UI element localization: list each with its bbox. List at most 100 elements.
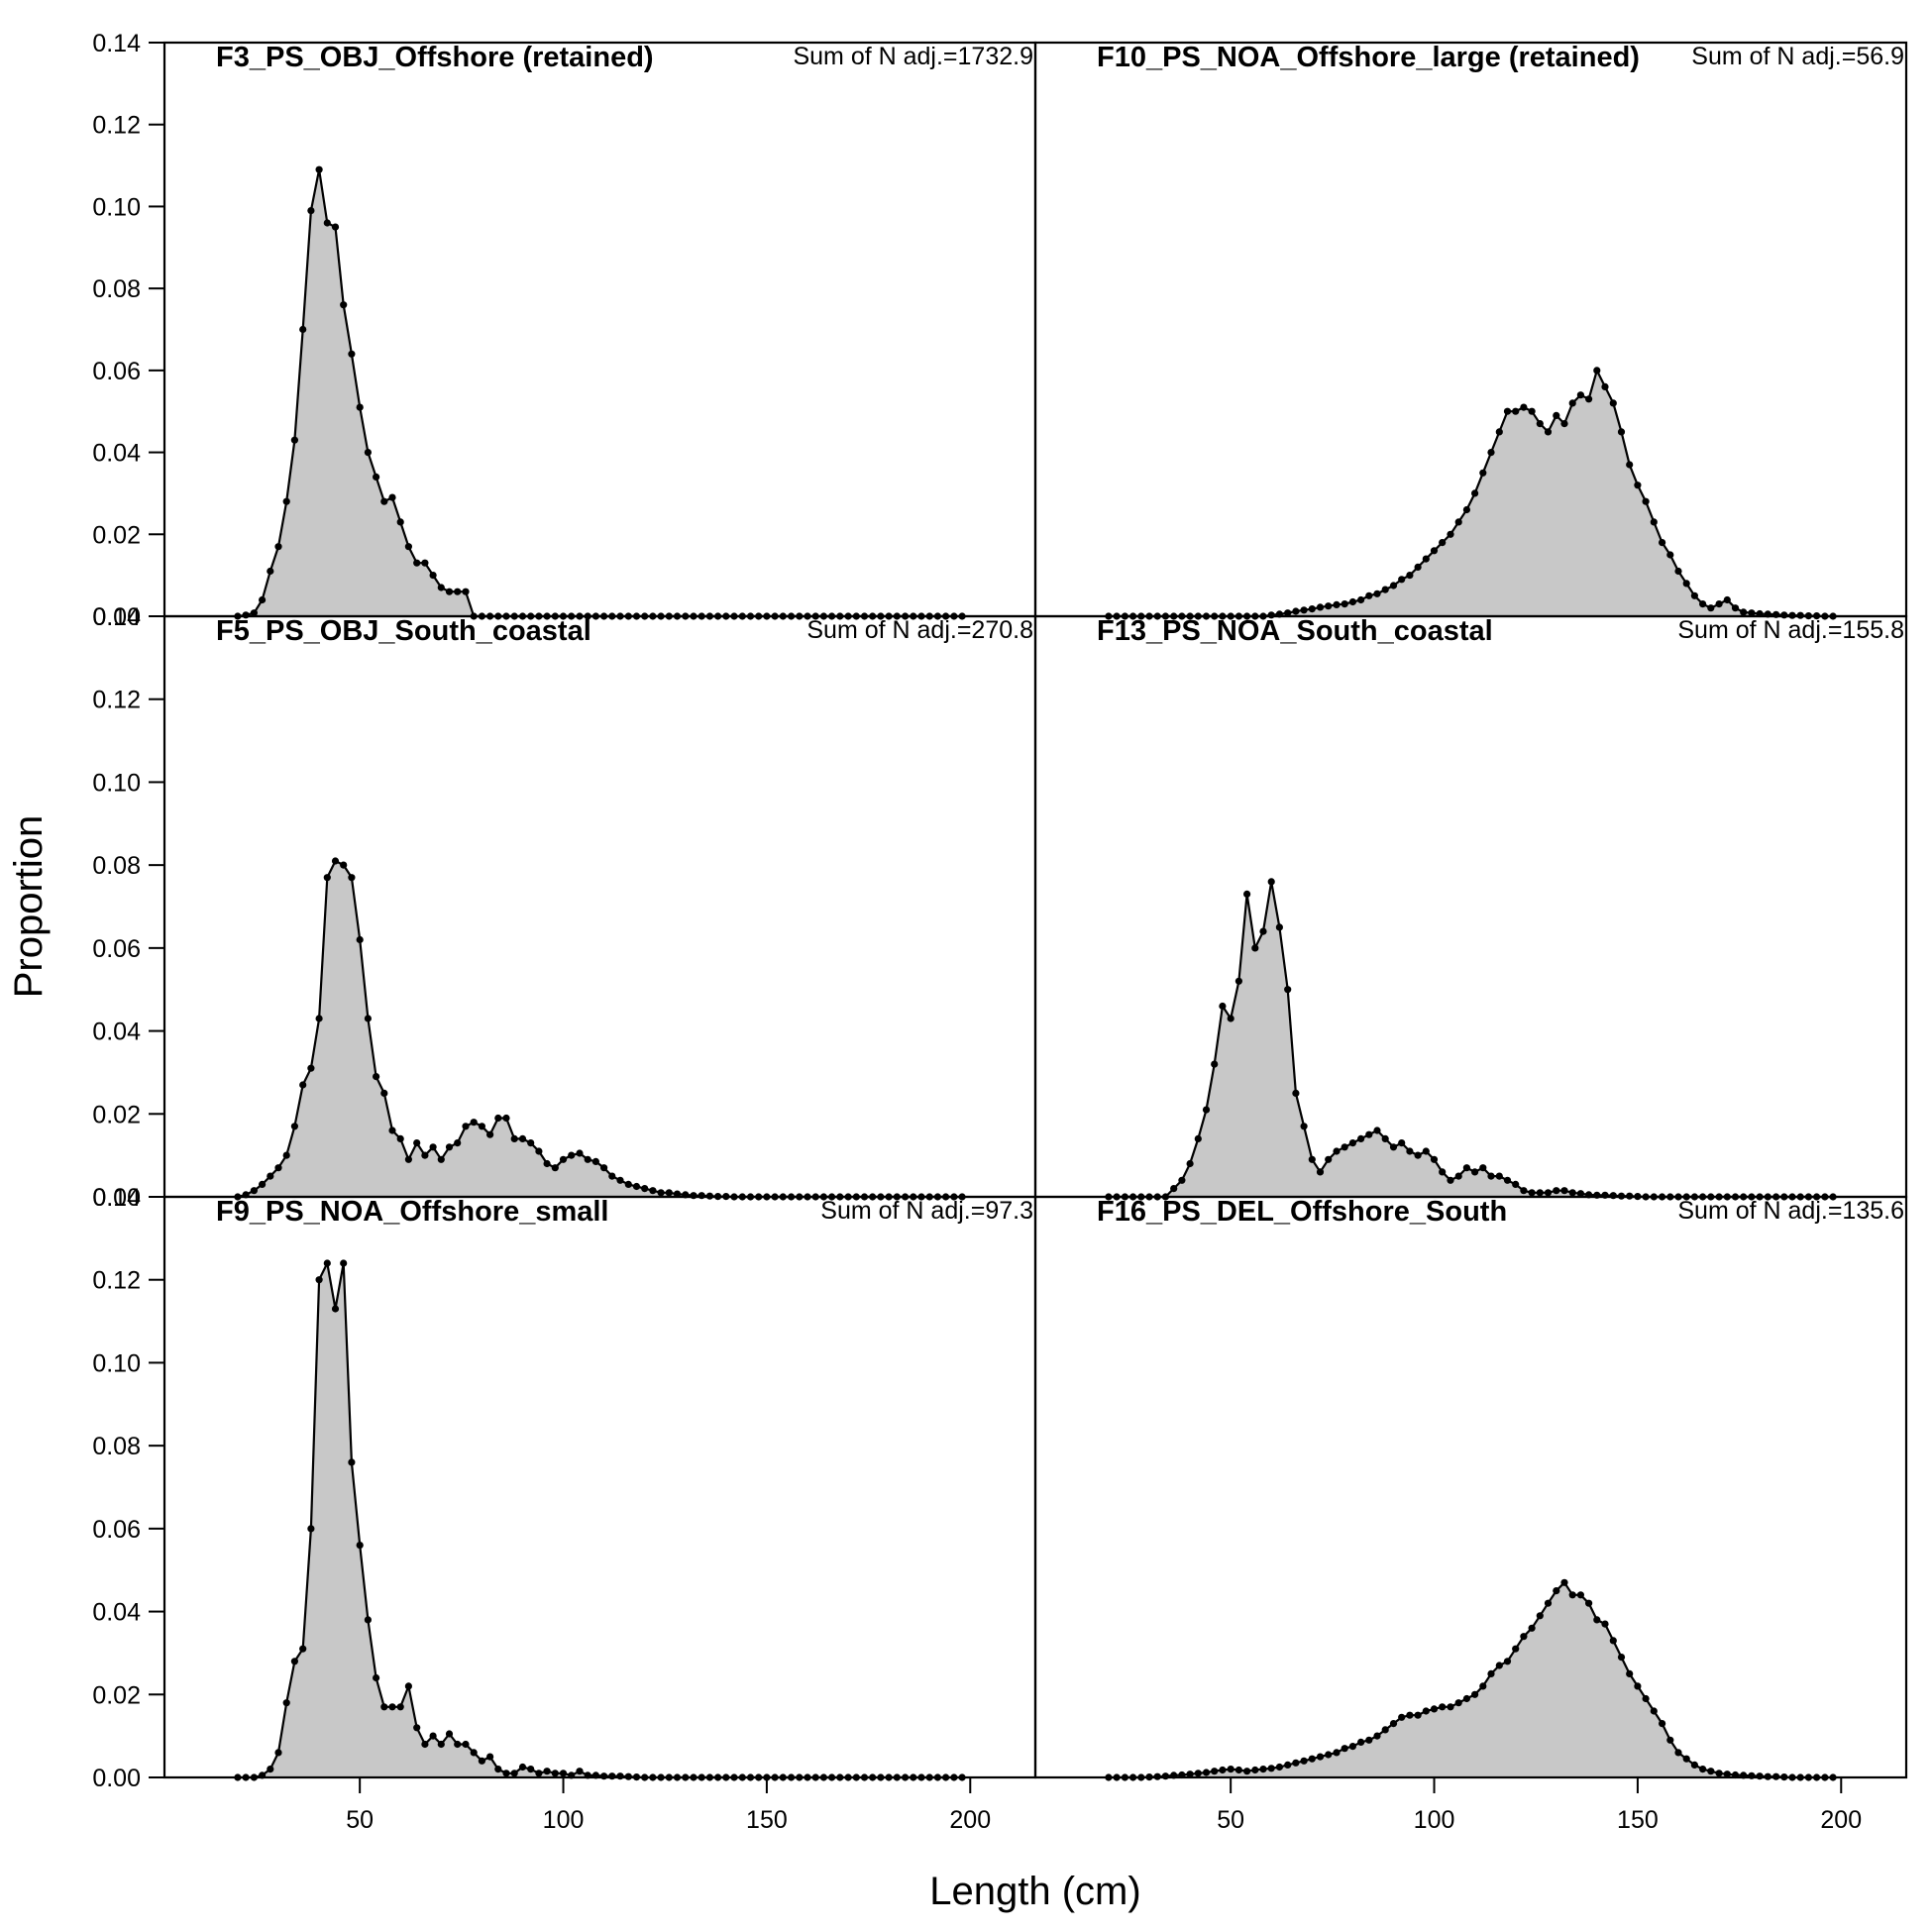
data-point: [373, 1073, 380, 1081]
data-point: [380, 1703, 388, 1711]
data-point: [1406, 1711, 1414, 1719]
data-point: [624, 1180, 632, 1188]
data-point: [1251, 944, 1259, 952]
data-point: [1666, 1736, 1674, 1744]
data-point: [1447, 530, 1454, 538]
area-fill-1: [237, 169, 963, 616]
data-point: [1568, 1189, 1576, 1197]
area-fill-2: [1108, 370, 1834, 616]
data-point: [290, 436, 298, 444]
y-tick-label: 0.12: [92, 687, 141, 714]
data-point: [1642, 497, 1650, 505]
data-point: [250, 1187, 258, 1195]
data-point: [1348, 1139, 1356, 1147]
y-tick-label: 0.06: [92, 1516, 141, 1544]
data-point: [1316, 1168, 1325, 1176]
data-point: [462, 588, 470, 595]
data-point: [445, 588, 454, 595]
data-point: [1503, 1176, 1512, 1184]
data-point: [1528, 1189, 1536, 1197]
data-point: [1495, 1172, 1503, 1180]
data-point: [1389, 582, 1398, 590]
data-point: [380, 1089, 388, 1097]
panel-sum-annotation: Sum of N adj.=270.8: [806, 616, 1033, 644]
data-point: [1439, 1703, 1447, 1711]
data-point: [1275, 923, 1283, 931]
data-point: [315, 1276, 323, 1284]
data-point: [1609, 1637, 1617, 1645]
data-point: [429, 572, 437, 580]
data-point: [1560, 1187, 1568, 1195]
y-tick-label: 0.00: [92, 603, 141, 631]
data-point: [1487, 449, 1495, 457]
data-point: [1553, 1187, 1560, 1195]
data-point: [559, 1155, 568, 1163]
data-point: [527, 1139, 535, 1147]
data-point: [421, 1740, 429, 1749]
data-point: [1227, 1015, 1234, 1022]
data-point: [632, 1182, 641, 1191]
data-point: [1398, 576, 1406, 584]
data-point: [1740, 608, 1748, 616]
data-point: [1528, 407, 1536, 415]
data-point: [1544, 1599, 1553, 1607]
data-point: [1259, 1766, 1267, 1773]
data-point: [1447, 1176, 1454, 1184]
panel-sum-annotation: Sum of N adj.=97.3: [820, 1197, 1033, 1225]
data-point: [1259, 927, 1267, 935]
data-point: [494, 1114, 502, 1123]
data-point: [1316, 1753, 1325, 1761]
data-point: [1414, 1711, 1422, 1719]
data-point: [1333, 1749, 1341, 1757]
data-point: [1300, 1123, 1308, 1130]
data-point: [486, 1130, 494, 1138]
data-point: [388, 493, 396, 501]
data-point: [421, 559, 429, 567]
data-point: [1723, 1771, 1731, 1778]
panel-5: F9_PS_NOA_Offshore_small Sum of N adj.=97…: [162, 1195, 1037, 1781]
data-point: [274, 1164, 282, 1172]
data-point: [510, 1134, 518, 1142]
data-point: [1365, 591, 1373, 599]
data-point: [323, 1259, 331, 1267]
data-point: [1650, 518, 1658, 526]
data-point: [1430, 547, 1439, 555]
data-point: [1520, 1633, 1528, 1641]
panel-title: F16_PS_DEL_Offshore_South: [1097, 1196, 1507, 1228]
data-point: [1512, 1645, 1520, 1653]
data-point: [396, 1703, 404, 1711]
data-point: [282, 1151, 290, 1159]
y-tick-label: 0.04: [92, 440, 141, 468]
data-point: [290, 1658, 298, 1665]
data-point: [1267, 878, 1275, 886]
data-point: [445, 1143, 454, 1151]
data-point: [1251, 1766, 1259, 1774]
data-point: [1699, 600, 1707, 608]
data-point: [1593, 367, 1601, 375]
data-point: [1479, 1164, 1487, 1172]
data-point: [373, 1673, 380, 1682]
data-point: [1690, 1761, 1698, 1769]
data-point: [1357, 1134, 1365, 1142]
data-point: [1536, 1612, 1544, 1620]
data-point: [1471, 489, 1479, 497]
x-tick-label: 150: [1617, 1806, 1659, 1834]
data-point: [1292, 1089, 1300, 1097]
area-fill-5: [237, 1263, 963, 1777]
data-point: [1398, 1139, 1406, 1147]
data-point: [698, 1192, 705, 1200]
data-point: [282, 497, 290, 505]
data-point: [1674, 1749, 1682, 1757]
data-point: [396, 1134, 404, 1142]
area-fill-6: [1108, 1582, 1834, 1777]
data-point: [1267, 1765, 1275, 1772]
data-point: [1194, 1134, 1202, 1142]
data-point: [1512, 407, 1520, 415]
data-point: [413, 559, 421, 567]
data-point: [1690, 591, 1698, 599]
data-point: [1536, 420, 1544, 428]
data-point: [274, 543, 282, 551]
data-point: [364, 1015, 372, 1022]
data-point: [1634, 482, 1642, 489]
data-point: [413, 1724, 421, 1732]
